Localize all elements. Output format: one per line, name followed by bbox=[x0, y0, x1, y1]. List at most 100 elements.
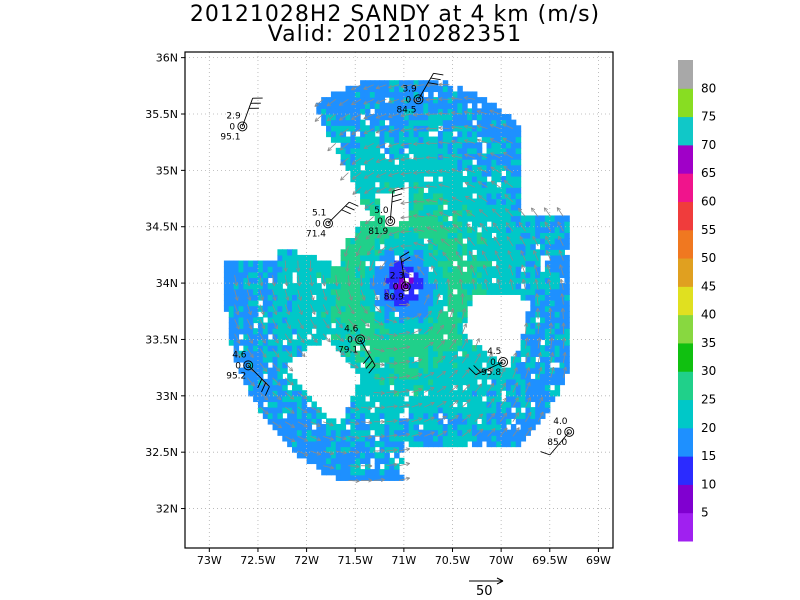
wind-vector-head bbox=[351, 323, 357, 328]
field-cell bbox=[296, 277, 303, 284]
wind-vector-shaft bbox=[424, 387, 435, 393]
field-cell bbox=[564, 328, 570, 335]
field-cell bbox=[296, 294, 303, 301]
wind-vector-shaft bbox=[373, 392, 385, 394]
field-cell bbox=[345, 322, 351, 329]
wind-vector bbox=[348, 304, 355, 315]
field-cell bbox=[413, 316, 420, 324]
wind-vector bbox=[400, 171, 412, 176]
field-cell bbox=[330, 136, 337, 143]
field-cell bbox=[452, 294, 458, 301]
field-cell bbox=[340, 283, 347, 290]
field-cell bbox=[471, 114, 478, 121]
field-cell bbox=[520, 271, 527, 279]
field-cell bbox=[311, 401, 317, 408]
field-cell bbox=[379, 277, 386, 284]
wind-vector-shaft bbox=[464, 125, 475, 130]
field-cell bbox=[549, 221, 556, 228]
field-cell bbox=[423, 226, 429, 233]
field-cell bbox=[491, 356, 497, 363]
wind-vector-shaft bbox=[297, 392, 308, 400]
wind-vector-shaft bbox=[375, 84, 387, 89]
field-cell bbox=[345, 429, 351, 436]
field-cell bbox=[340, 328, 347, 335]
wind-vector bbox=[339, 157, 349, 166]
field-cell bbox=[506, 384, 512, 391]
station-speed-label: 2.9 bbox=[226, 111, 241, 121]
field-cell bbox=[530, 232, 536, 239]
field-cell bbox=[437, 407, 444, 414]
field-cell bbox=[501, 204, 507, 211]
field-cell bbox=[506, 243, 512, 250]
field-cell bbox=[515, 260, 522, 267]
wind-barb-feather bbox=[427, 82, 438, 85]
field-cell bbox=[467, 130, 473, 138]
wind-vector-shaft bbox=[361, 421, 373, 424]
field-cell bbox=[437, 260, 444, 267]
field-cell bbox=[515, 142, 522, 149]
field-cell bbox=[233, 339, 240, 346]
wind-vector bbox=[284, 348, 293, 358]
field-cell bbox=[292, 294, 298, 301]
wind-vector-shaft bbox=[496, 264, 501, 276]
field-cell bbox=[403, 125, 410, 132]
field-cell bbox=[384, 91, 390, 98]
wind-vector-shaft bbox=[484, 278, 488, 290]
field-cell bbox=[384, 136, 390, 143]
field-cell bbox=[379, 300, 386, 307]
field-cell bbox=[433, 80, 439, 87]
wind-vector bbox=[246, 289, 252, 301]
wind-vector bbox=[284, 421, 295, 428]
field-cell bbox=[257, 271, 264, 279]
wind-vector-head bbox=[261, 339, 266, 344]
wind-vector bbox=[411, 328, 422, 335]
field-cell bbox=[316, 311, 322, 318]
field-cell bbox=[452, 362, 458, 369]
field-cell bbox=[345, 311, 351, 318]
wind-vector bbox=[297, 436, 309, 442]
field-cell bbox=[462, 373, 468, 380]
field-cell bbox=[394, 469, 400, 476]
field-cell bbox=[345, 153, 351, 160]
field-cell bbox=[471, 209, 478, 217]
field-cell bbox=[364, 300, 371, 307]
field-cell bbox=[442, 80, 449, 87]
field-cell bbox=[301, 283, 308, 290]
field-cell bbox=[559, 288, 565, 295]
field-cell bbox=[442, 328, 449, 335]
wind-vector-head bbox=[467, 237, 472, 242]
wind-vector-head bbox=[557, 221, 562, 226]
field-cell bbox=[549, 345, 556, 352]
field-cell bbox=[467, 114, 473, 121]
wind-vector-head bbox=[507, 250, 512, 255]
field-cell bbox=[394, 373, 400, 380]
field-cell bbox=[374, 125, 381, 132]
wind-vector-head bbox=[355, 421, 360, 426]
field-cell bbox=[462, 407, 468, 414]
field-cell bbox=[447, 192, 454, 200]
wind-vector bbox=[438, 125, 450, 131]
field-cell bbox=[525, 215, 531, 222]
field-cell bbox=[277, 345, 283, 352]
field-cell bbox=[335, 457, 342, 465]
field-cell bbox=[335, 474, 342, 481]
field-cell bbox=[287, 412, 293, 419]
field-cell bbox=[282, 356, 288, 363]
field-cell bbox=[501, 429, 507, 436]
wind-vector-head bbox=[376, 173, 381, 178]
wind-vector-head bbox=[533, 250, 538, 255]
field-cell bbox=[471, 142, 478, 149]
field-cell bbox=[442, 266, 449, 273]
wind-vector bbox=[323, 450, 334, 456]
field-cell bbox=[447, 108, 454, 115]
wind-vector-shaft bbox=[519, 236, 526, 247]
field-cell bbox=[277, 254, 283, 262]
field-cell bbox=[350, 356, 356, 363]
field-cell bbox=[491, 153, 497, 160]
field-cell bbox=[467, 136, 473, 143]
wind-vector-shaft bbox=[326, 113, 337, 122]
field-cell bbox=[452, 181, 458, 188]
field-cell bbox=[491, 170, 497, 177]
wind-vector-head bbox=[289, 395, 295, 400]
field-cell bbox=[437, 424, 444, 431]
